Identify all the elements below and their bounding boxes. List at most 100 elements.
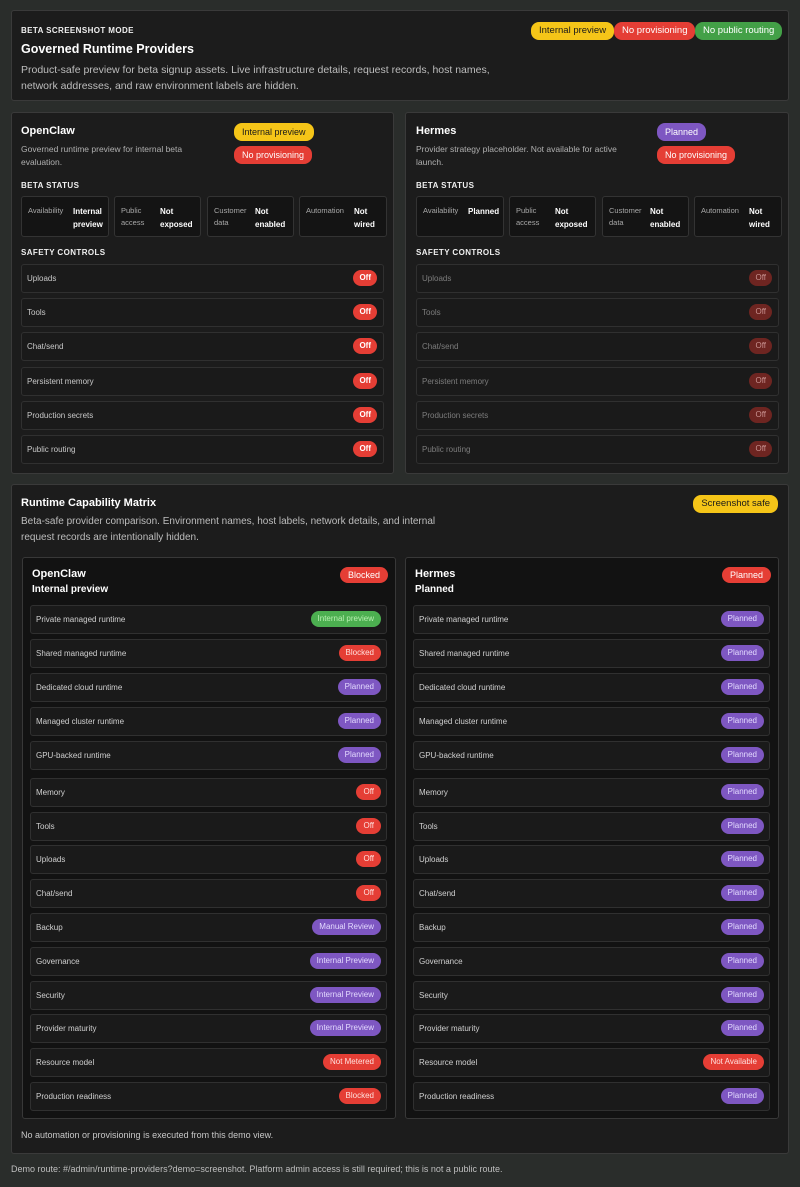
provider-card-openclaw: OpenClaw Governed runtime preview for in… — [11, 112, 394, 474]
capability-label: Governance — [36, 957, 80, 966]
control-toggle[interactable]: Off — [353, 407, 377, 423]
control-tools: Tools Off — [416, 298, 779, 327]
matrix-row: Production readiness Blocked — [30, 1082, 387, 1111]
matrix-row: Security Internal Preview — [30, 981, 387, 1010]
matrix-row: Private managed runtime Planned — [413, 605, 770, 634]
control-toggle: Off — [749, 407, 772, 423]
status-value: Planned — [468, 207, 500, 216]
matrix-row: Shared managed runtime Planned — [413, 639, 770, 668]
status-label: Public access — [121, 206, 145, 227]
provider-name: OpenClaw — [21, 125, 75, 137]
capability-status-badge: Internal Preview — [309, 987, 381, 1003]
capability-label: Chat/send — [419, 889, 456, 898]
capability-status-badge: Planned — [720, 645, 764, 661]
status-value: Not exposed — [555, 207, 588, 229]
beta-status-heading: BETA STATUS — [21, 181, 80, 190]
matrix-row: Memory Planned — [413, 778, 770, 807]
safety-controls-heading: SAFETY CONTROLS — [416, 248, 501, 257]
control-label: Public routing — [27, 445, 76, 454]
control-toggle[interactable]: Off — [353, 304, 377, 320]
control-production-secrets: Production secrets Off — [21, 401, 384, 430]
status-customer-data: Customer data Not enabled — [207, 196, 294, 237]
status-public-access: Public access Not exposed — [509, 196, 596, 237]
beta-status-grid: Availability Internal preview Public acc… — [21, 196, 387, 237]
provider-description: Provider strategy placeholder. Not avail… — [416, 144, 617, 167]
status-value: Internal preview — [73, 207, 103, 229]
control-label: Production secrets — [27, 411, 94, 420]
provider-name: Hermes — [416, 125, 457, 137]
capability-matrix-panel: Runtime Capability Matrix Screenshot saf… — [11, 484, 789, 1154]
badge-internal-preview: Internal preview — [234, 123, 314, 141]
capability-label: Shared managed runtime — [419, 649, 510, 658]
matrix-row: Tools Planned — [413, 812, 770, 841]
capability-status-badge: Internal preview — [310, 611, 381, 627]
matrix-row: Private managed runtime Internal preview — [30, 605, 387, 634]
capability-status-badge: Planned — [720, 885, 764, 901]
matrix-row: GPU-backed runtime Planned — [30, 741, 387, 770]
capability-status-badge: Planned — [337, 713, 381, 729]
capability-label: Production readiness — [36, 1092, 112, 1101]
control-public-routing: Public routing Off — [21, 435, 384, 464]
control-toggle: Off — [749, 270, 772, 286]
capability-label: Shared managed runtime — [36, 649, 127, 658]
capability-status-badge: Blocked — [338, 1088, 381, 1104]
control-label: Chat/send — [27, 342, 64, 351]
status-automation: Automation Not wired — [299, 196, 387, 237]
control-tools: Tools Off — [21, 298, 384, 327]
capability-label: Governance — [419, 957, 463, 966]
control-uploads: Uploads Off — [416, 264, 779, 293]
matrix-row: Production readiness Planned — [413, 1082, 770, 1111]
status-value: Not wired — [354, 207, 375, 229]
capability-status-badge: Planned — [720, 747, 764, 763]
matrix-row: Security Planned — [413, 981, 770, 1010]
control-production-secrets: Production secrets Off — [416, 401, 779, 430]
capability-label: Resource model — [419, 1058, 478, 1067]
matrix-row: Uploads Off — [30, 845, 387, 874]
capability-label: Production readiness — [419, 1092, 495, 1101]
capability-label: Security — [36, 991, 65, 1000]
status-automation: Automation Not wired — [694, 196, 782, 237]
capability-status-badge: Planned — [720, 919, 764, 935]
badge-screenshot-safe: Screenshot safe — [693, 495, 778, 513]
capability-label: GPU-backed runtime — [36, 751, 111, 760]
control-toggle[interactable]: Off — [353, 373, 377, 389]
capability-label: Dedicated cloud runtime — [36, 683, 123, 692]
control-toggle[interactable]: Off — [353, 270, 377, 286]
capability-label: Managed cluster runtime — [419, 717, 508, 726]
matrix-row: Governance Internal Preview — [30, 947, 387, 976]
control-label: Uploads — [27, 274, 57, 283]
status-label: Customer data — [214, 206, 247, 227]
capability-status-badge: Planned — [337, 679, 381, 695]
capability-label: Backup — [419, 923, 446, 932]
demo-route-footer: Demo route: #/admin/runtime-providers?de… — [11, 1164, 503, 1174]
control-chat-send: Chat/send Off — [416, 332, 779, 361]
column-name: Hermes — [415, 568, 456, 580]
matrix-row: Managed cluster runtime Planned — [30, 707, 387, 736]
status-customer-data: Customer data Not enabled — [602, 196, 689, 237]
matrix-row: Resource model Not Metered — [30, 1048, 387, 1077]
control-toggle: Off — [749, 304, 772, 320]
badge-no-public-routing: No public routing — [695, 22, 783, 40]
badge-no-provisioning: No provisioning — [234, 146, 313, 164]
control-toggle[interactable]: Off — [353, 338, 377, 354]
capability-label: GPU-backed runtime — [419, 751, 494, 760]
capability-label: Backup — [36, 923, 63, 932]
capability-label: Managed cluster runtime — [36, 717, 125, 726]
capability-label: Uploads — [36, 855, 66, 864]
badge-no-provisioning: No provisioning — [657, 146, 736, 164]
capability-status-badge: Off — [356, 818, 381, 834]
capability-status-badge: Not Available — [703, 1054, 764, 1070]
capability-status-badge: Off — [356, 885, 381, 901]
capability-label: Memory — [36, 788, 65, 797]
matrix-row: Provider maturity Internal Preview — [30, 1014, 387, 1043]
capability-status-badge: Manual Review — [312, 919, 381, 935]
control-label: Chat/send — [422, 342, 459, 351]
matrix-row: Backup Planned — [413, 913, 770, 942]
capability-label: Security — [419, 991, 448, 1000]
control-toggle: Off — [749, 338, 772, 354]
status-label: Availability — [423, 206, 459, 215]
provider-card-hermes: Hermes Provider strategy placeholder. No… — [405, 112, 789, 474]
control-toggle[interactable]: Off — [353, 441, 377, 457]
matrix-title: Runtime Capability Matrix — [21, 497, 157, 509]
control-label: Public routing — [422, 445, 471, 454]
